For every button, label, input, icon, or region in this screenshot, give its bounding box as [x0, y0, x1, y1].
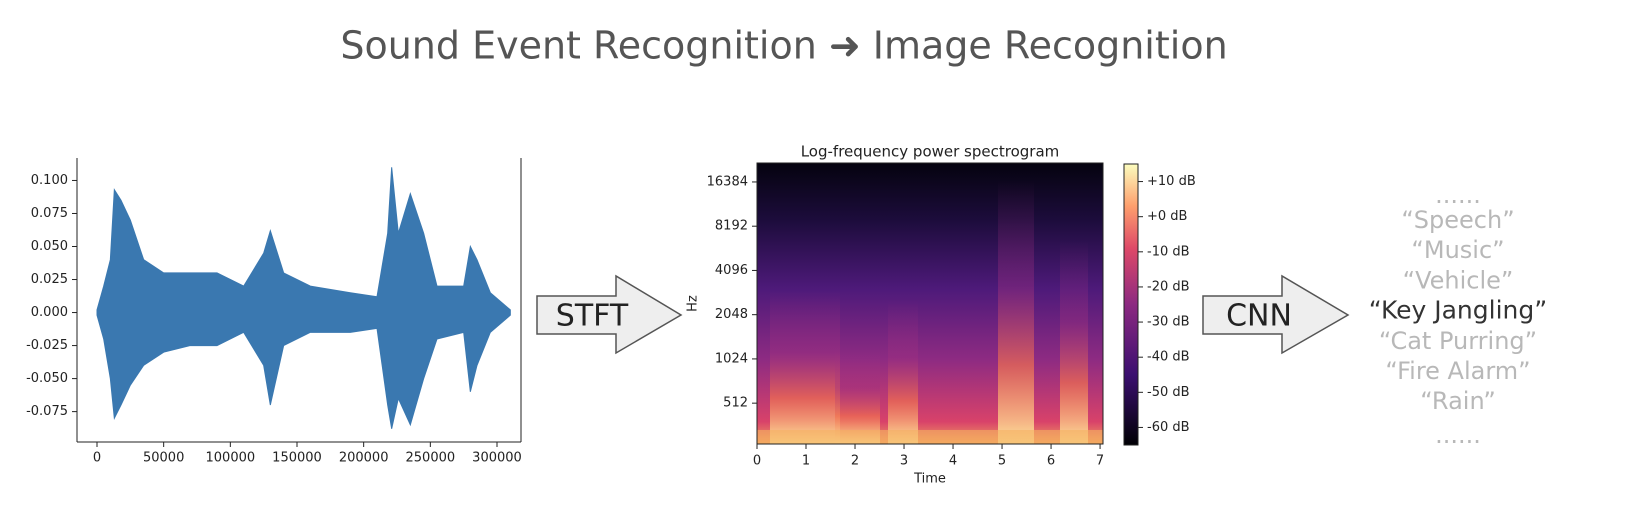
x-tick-label: 7 [1096, 454, 1104, 469]
colorbar-tick-label: -60 dB [1147, 420, 1190, 435]
x-tick-label: 3 [900, 454, 908, 469]
y-tick-label: -0.075 [26, 404, 68, 419]
waveform [96, 167, 511, 429]
class-label: “Key Jangling” [1369, 296, 1547, 325]
class-label: “Music” [1411, 236, 1504, 264]
class-label: “Cat Purring” [1379, 327, 1537, 355]
x-tick-label: 150000 [272, 451, 322, 466]
y-tick-label: 0.000 [31, 305, 68, 320]
colorbar-tick-label: -10 dB [1147, 244, 1190, 259]
x-tick-label: 300000 [472, 451, 522, 466]
x-tick-label: 4 [949, 454, 957, 469]
y-tick-label: 8192 [715, 219, 748, 234]
y-tick-label: -0.050 [26, 371, 68, 386]
class-label: “Fire Alarm” [1385, 357, 1530, 385]
x-tick-label: 0 [93, 451, 101, 466]
class-label: “Rain” [1420, 387, 1496, 415]
y-axis-label: Hz [686, 295, 701, 312]
y-tick-label: 16384 [707, 174, 748, 189]
class-label: “Speech” [1401, 206, 1514, 234]
colorbar-tick-label: -30 dB [1147, 315, 1190, 330]
y-tick-label: 1024 [715, 351, 748, 366]
spectrogram-image [757, 163, 1103, 444]
y-tick-label: 0.075 [31, 206, 68, 221]
x-axis-label: Time [913, 472, 946, 487]
colorbar-tick-label: +0 dB [1147, 209, 1187, 224]
x-tick-label: 250000 [406, 451, 456, 466]
arrow [1202, 274, 1350, 355]
colorbar-tick-label: +10 dB [1147, 174, 1196, 189]
y-tick-label: -0.025 [26, 338, 68, 353]
slide-title: Sound Event Recognition ➜ Image Recognit… [340, 24, 1227, 68]
colorbar-tick-label: -40 dB [1147, 350, 1190, 365]
x-tick-label: 6 [1047, 454, 1055, 469]
colorbar [1123, 163, 1139, 446]
x-tick-label: 5 [998, 454, 1006, 469]
class-label: “Vehicle” [1403, 266, 1514, 294]
x-tick-label: 2 [851, 454, 859, 469]
x-tick-label: 50000 [143, 451, 184, 466]
y-tick-label: 0.050 [31, 239, 68, 254]
y-tick-label: 0.100 [31, 173, 68, 188]
arrow [536, 274, 683, 355]
y-tick-label: 4096 [715, 263, 748, 278]
plot-frame [756, 162, 1104, 445]
class-label: ...... [1435, 181, 1481, 209]
x-tick-label: 200000 [339, 451, 389, 466]
y-tick-label: 0.025 [31, 272, 68, 287]
x-tick-label: 0 [753, 454, 761, 469]
x-tick-label: 100000 [206, 451, 256, 466]
arrow-label: STFT [556, 299, 629, 334]
colorbar-tick-label: -50 dB [1147, 385, 1190, 400]
chart-title: Log-frequency power spectrogram [801, 143, 1060, 161]
arrow-label: CNN [1226, 299, 1292, 334]
x-tick-label: 1 [802, 454, 810, 469]
colorbar-tick-label: -20 dB [1147, 279, 1190, 294]
y-tick-label: 2048 [715, 307, 748, 322]
class-label: ...... [1435, 421, 1481, 449]
y-tick-label: 512 [723, 396, 748, 411]
